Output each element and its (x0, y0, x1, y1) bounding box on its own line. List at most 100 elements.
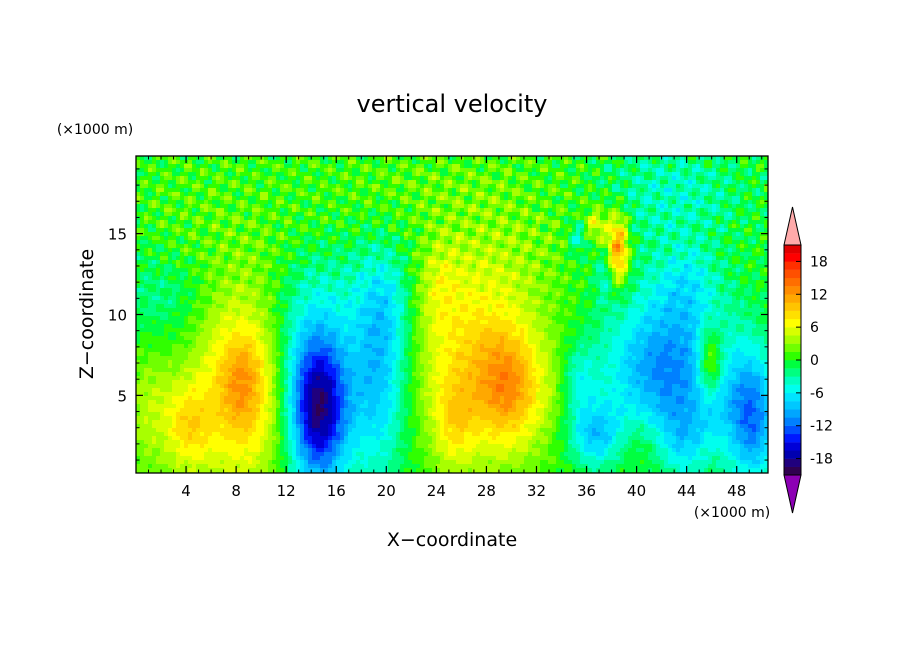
contour-cell (236, 184, 241, 189)
contour-cell (376, 324, 381, 329)
contour-cell (176, 320, 181, 325)
contour-cell (204, 248, 209, 253)
contour-cell (304, 216, 309, 221)
contour-cell (300, 204, 305, 209)
contour-cell (292, 312, 297, 317)
contour-cell (212, 340, 217, 345)
contour-cell (268, 264, 273, 269)
contour-cell (296, 356, 301, 361)
contour-cell (328, 224, 333, 229)
contour-cell (268, 268, 273, 273)
contour-cell (376, 204, 381, 209)
contour-cell (144, 212, 149, 217)
contour-cell (240, 268, 245, 273)
contour-cell (140, 356, 145, 361)
contour-cell (140, 340, 145, 345)
contour-cell (372, 236, 377, 241)
contour-cell (316, 420, 321, 425)
contour-cell (300, 308, 305, 313)
contour-cell (328, 364, 333, 369)
contour-cell (140, 416, 145, 421)
contour-cell (336, 348, 341, 353)
contour-cell (340, 288, 345, 293)
contour-cell (168, 208, 173, 213)
contour-cell (308, 440, 313, 445)
contour-cell (264, 172, 269, 177)
contour-cell (328, 416, 333, 421)
contour-cell (264, 312, 269, 317)
contour-cell (328, 340, 333, 345)
contour-cell (324, 192, 329, 197)
contour-cell (284, 196, 289, 201)
contour-cell (224, 224, 229, 229)
contour-cell (376, 164, 381, 169)
contour-cell (284, 400, 289, 405)
contour-cell (192, 156, 197, 161)
contour-cell (336, 424, 341, 429)
contour-cell (144, 328, 149, 333)
contour-cell (316, 200, 321, 205)
contour-cell (228, 348, 233, 353)
contour-cell (248, 300, 253, 305)
contour-cell (264, 412, 269, 417)
contour-cell (168, 268, 173, 273)
contour-cell (372, 188, 377, 193)
contour-cell (220, 208, 225, 213)
contour-cell (284, 448, 289, 453)
contour-cell (212, 160, 217, 165)
contour-cell (192, 228, 197, 233)
contour-cell (248, 272, 253, 277)
contour-cell (204, 384, 209, 389)
contour-cell (280, 468, 285, 473)
contour-cell (372, 160, 377, 165)
contour-cell (296, 376, 301, 381)
contour-cell (312, 260, 317, 265)
contour-cell (256, 280, 261, 285)
contour-cell (300, 416, 305, 421)
contour-cell (160, 428, 165, 433)
contour-cell (308, 400, 313, 405)
contour-cell (208, 400, 213, 405)
contour-cell (172, 196, 177, 201)
contour-cell (208, 280, 213, 285)
contour-cell (328, 408, 333, 413)
contour-cell (340, 276, 345, 281)
contour-cell (216, 196, 221, 201)
contour-cell (328, 168, 333, 173)
contour-cell (220, 244, 225, 249)
contour-cell (244, 456, 249, 461)
contour-cell (332, 440, 337, 445)
contour-cell (360, 312, 365, 317)
contour-cell (268, 196, 273, 201)
contour-cell (284, 340, 289, 345)
contour-cell (184, 344, 189, 349)
contour-cell (360, 264, 365, 269)
contour-cell (236, 160, 241, 165)
contour-cell (372, 416, 377, 421)
contour-cell (260, 260, 265, 265)
contour-cell (192, 344, 197, 349)
contour-cell (164, 208, 169, 213)
contour-cell (208, 268, 213, 273)
contour-cell (344, 328, 349, 333)
contour-cell (196, 320, 201, 325)
contour-cell (224, 436, 229, 441)
contour-cell (296, 184, 301, 189)
contour-cell (176, 392, 181, 397)
contour-cell (248, 368, 253, 373)
contour-cell (308, 328, 313, 333)
contour-cell (152, 204, 157, 209)
contour-cell (180, 420, 185, 425)
contour-cell (224, 360, 229, 365)
contour-cell (172, 384, 177, 389)
contour-cell (284, 192, 289, 197)
contour-cell (340, 156, 345, 161)
contour-cell (244, 304, 249, 309)
contour-cell (236, 192, 241, 197)
contour-cell (344, 408, 349, 413)
contour-cell (220, 328, 225, 333)
contour-cell (296, 220, 301, 225)
contour-cell (232, 412, 237, 417)
contour-cell (376, 256, 381, 261)
contour-cell (364, 228, 369, 233)
